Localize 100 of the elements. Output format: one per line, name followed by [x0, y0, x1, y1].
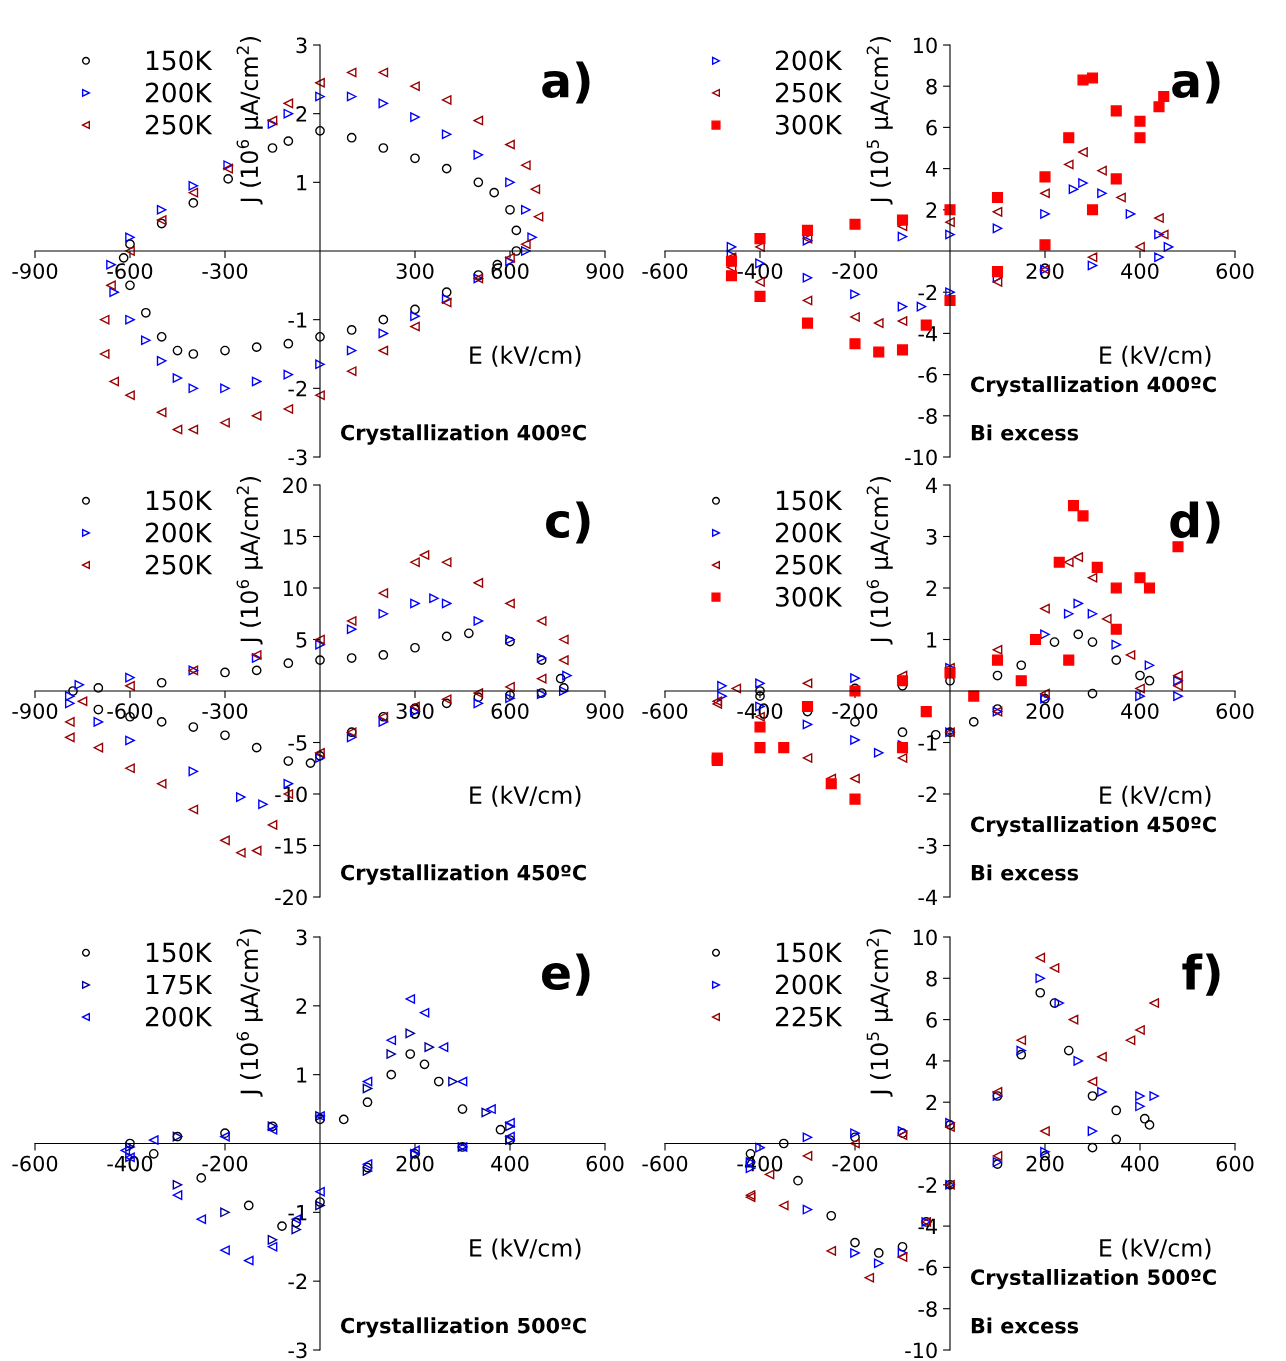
- annotation: Bi excess: [971, 864, 1079, 881]
- y-tick-label: 8: [926, 970, 937, 987]
- y-tick-label: -1: [918, 735, 937, 751]
- x-tick-label: -900: [12, 263, 58, 279]
- x-tick-label: 400: [1121, 1155, 1159, 1172]
- legend-label: 225K: [775, 1006, 843, 1027]
- legend-label: 200K: [775, 522, 843, 543]
- x-tick-label: -400: [737, 703, 783, 719]
- y-tick-label: 2: [296, 106, 307, 122]
- x-tick-label: 600: [586, 1155, 624, 1172]
- x-tick-label: 400: [491, 1155, 529, 1172]
- legend-label: 150K: [776, 942, 843, 963]
- x-tick-label: -400: [107, 1155, 153, 1172]
- y-tick-label: -8: [918, 408, 937, 425]
- y-axis-title: J (10$^{6}$ μA/cm$^{2}$): [236, 929, 263, 1097]
- x-tick-label: 200: [396, 1155, 434, 1172]
- x-tick-label: 200: [1026, 1155, 1064, 1172]
- annotation: Crystallization 500ºC: [970, 1268, 1216, 1290]
- x-tick-label: 200: [1026, 263, 1064, 279]
- chart-title: d): [1170, 501, 1220, 544]
- y-tick-label: 8: [926, 78, 937, 95]
- y-tick-label: -20: [275, 889, 307, 906]
- y-tick-label: -4: [918, 889, 938, 905]
- x-axis-title: E (kV/cm): [1100, 345, 1211, 367]
- chart-title: f): [1182, 953, 1220, 996]
- chart-title: a): [1172, 61, 1220, 104]
- y-tick-label: 3: [926, 528, 937, 545]
- legend-label: 300K: [776, 114, 843, 135]
- x-tick-label: 900: [586, 703, 624, 719]
- legend-label: 250K: [775, 82, 843, 103]
- y-tick-label: -5: [288, 735, 307, 751]
- chart-title: e): [542, 953, 590, 996]
- y-tick-label: -10: [905, 449, 937, 466]
- x-tick-label: -600: [642, 263, 688, 279]
- y-tick-label: 6: [926, 1012, 937, 1028]
- y-tick-label: -3: [918, 837, 937, 854]
- y-tick-label: 1: [297, 1067, 307, 1083]
- x-tick-label: -600: [12, 1155, 58, 1172]
- x-axis-title: E (kV/cm): [1100, 1238, 1211, 1260]
- x-axis-title: E (kV/cm): [1100, 785, 1211, 807]
- legend-label: 250K: [145, 554, 213, 575]
- x-tick-label: -600: [107, 263, 153, 279]
- x-tick-label: -200: [832, 263, 878, 279]
- annotation: Crystallization 450ºC: [970, 816, 1216, 837]
- y-tick-label: -4: [918, 326, 938, 342]
- y-tick-label: 1: [927, 632, 937, 648]
- y-tick-label: 2: [926, 202, 937, 218]
- y-tick-label: 10: [283, 580, 307, 597]
- annotation: Crystallization 400ºC: [340, 424, 586, 445]
- y-tick-label: -6: [918, 1259, 937, 1276]
- x-axis-title: E (kV/cm): [470, 785, 581, 807]
- x-tick-label: -200: [202, 1155, 248, 1172]
- y-tick-label: -2: [918, 786, 937, 802]
- y-tick-label: 4: [925, 1053, 938, 1069]
- y-axis-title: J (10$^{6}$ μA/cm$^{2}$): [236, 477, 263, 645]
- x-tick-label: 900: [586, 263, 624, 279]
- y-tick-label: -3: [288, 449, 307, 466]
- legend-label: 200K: [145, 522, 213, 543]
- chart-title: a): [542, 61, 590, 104]
- x-tick-label: -900: [12, 703, 58, 719]
- x-tick-label: -600: [642, 703, 688, 719]
- x-tick-label: 600: [491, 263, 529, 279]
- y-tick-label: 10: [913, 929, 937, 946]
- legend-label: 150K: [776, 490, 843, 511]
- y-tick-label: 20: [283, 477, 307, 494]
- y-tick-label: -3: [288, 1342, 307, 1359]
- annotation: Crystallization 500ºC: [340, 1317, 586, 1338]
- y-tick-label: 4: [925, 477, 938, 493]
- y-tick-label: -2: [288, 1273, 307, 1290]
- annotation: Bi excess: [971, 424, 1079, 441]
- y-tick-label: 15: [283, 529, 307, 545]
- y-axis-title: J (10$^{5}$ μA/cm$^{2}$): [866, 929, 893, 1097]
- y-tick-label: 2: [926, 1094, 937, 1111]
- y-tick-label: -2: [918, 1177, 937, 1193]
- y-tick-label: 6: [926, 119, 937, 136]
- y-tick-label: -6: [918, 367, 937, 383]
- x-tick-label: 300: [396, 263, 434, 279]
- legend-label: 300K: [776, 586, 843, 607]
- x-tick-label: -200: [832, 703, 878, 719]
- annotation: Bi excess: [971, 1317, 1079, 1334]
- x-axis-title: E (kV/cm): [470, 345, 581, 367]
- x-tick-label: 200: [1026, 703, 1064, 719]
- annotation: Crystallization 450ºC: [340, 864, 586, 885]
- x-tick-label: 600: [491, 703, 529, 719]
- y-tick-label: 2: [926, 580, 937, 596]
- y-axis-title: J (10$^{6}$ μA/cm$^{2}$): [866, 477, 893, 645]
- y-tick-label: 2: [296, 998, 307, 1014]
- x-tick-label: -200: [832, 1155, 878, 1172]
- legend-label: 200K: [145, 1006, 213, 1027]
- x-tick-label: -400: [737, 263, 783, 279]
- x-tick-label: 400: [1121, 703, 1159, 719]
- x-tick-label: -600: [107, 703, 153, 719]
- x-tick-label: 600: [1216, 263, 1254, 279]
- y-tick-label: -1: [288, 1205, 307, 1221]
- y-tick-label: -1: [288, 312, 307, 328]
- x-tick-label: -600: [642, 1155, 688, 1172]
- annotation: Crystallization 400ºC: [970, 376, 1216, 397]
- y-tick-label: 4: [925, 161, 938, 177]
- x-tick-label: 600: [1216, 1155, 1254, 1172]
- y-tick-label: -15: [275, 838, 307, 854]
